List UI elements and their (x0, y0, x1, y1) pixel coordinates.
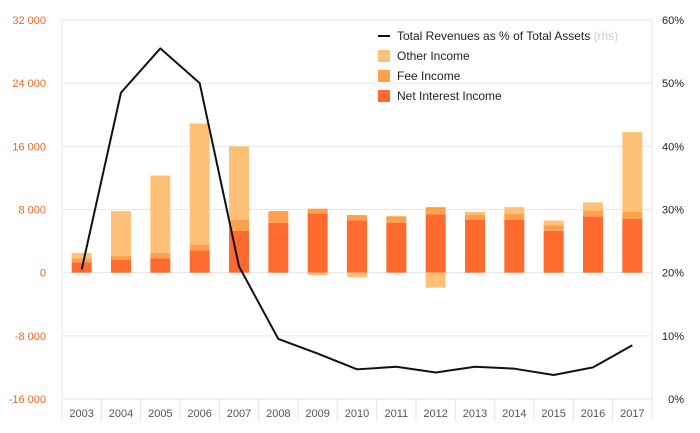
bar-net-interest-income (583, 216, 603, 273)
y-left-tick-label: 16 000 (12, 141, 46, 153)
bar-other-income (189, 123, 210, 245)
legend: Total Revenues as % of Total Assets (rhs… (378, 29, 618, 103)
bar-fee-income (307, 208, 328, 214)
y-right-tick-label: 10% (662, 331, 684, 343)
bar-fee-income (229, 219, 249, 231)
bar-fee-income (583, 210, 603, 217)
bar-fee-income (268, 211, 289, 223)
x-tick-label: 2006 (187, 408, 211, 420)
legend-swatch-box (378, 50, 390, 62)
y-right-tick-label: 0% (668, 394, 684, 406)
x-tick-label: 2007 (227, 408, 251, 420)
bar-other-income (504, 207, 525, 214)
y-left-tick-label: 24 000 (12, 78, 46, 90)
legend-label: Net Interest Income (397, 89, 502, 103)
bar-fee-income (71, 258, 92, 263)
bar-net-interest-income (347, 220, 367, 273)
bar-fee-income (189, 244, 210, 251)
y-right-tick-label: 40% (662, 141, 684, 153)
line-total-revenues-pct-assets (80, 47, 633, 376)
bar-net-interest-income (189, 250, 210, 273)
bar-other-income (347, 272, 367, 278)
bar-net-interest-income (465, 219, 485, 273)
x-tick-label: 2004 (109, 408, 133, 420)
x-tick-label: 2015 (541, 408, 565, 420)
x-tick-label: 2010 (345, 408, 369, 420)
axes-layer: 32 000 24 000 16 000 8 000 0 -8 000 -16 000 60%… (9, 15, 685, 420)
bar-other-income (543, 220, 564, 226)
x-tick-label: 2008 (266, 408, 290, 420)
y-left-tick-label: 8 000 (18, 205, 46, 217)
bar-net-interest-income (150, 258, 171, 273)
bars-layer (71, 123, 643, 288)
bar-fee-income (111, 256, 131, 261)
x-tick-label: 2005 (148, 408, 172, 420)
bar-net-interest-income (504, 219, 525, 273)
bar-other-income (307, 272, 328, 276)
y-left-tick-label: -16 000 (9, 394, 46, 406)
bar-other-income (150, 175, 171, 253)
legend-swatch-box (378, 70, 390, 82)
y-left-tick-label: -8 000 (15, 331, 46, 343)
y-right-tick-label: 60% (662, 15, 684, 27)
bar-net-interest-income (543, 230, 564, 273)
bar-fee-income (465, 214, 485, 220)
bar-other-income (111, 211, 131, 257)
bar-fee-income (347, 215, 367, 221)
bar-net-interest-income (268, 222, 289, 273)
bar-other-income (583, 202, 603, 211)
bar-fee-income (504, 213, 525, 220)
bar-fee-income (622, 211, 643, 219)
y-left-tick-label: 32 000 (12, 15, 46, 27)
legend-label: Total Revenues as % of Total Assets (rhs… (397, 29, 618, 43)
bar-other-income (622, 132, 643, 212)
bar-fee-income (150, 252, 171, 259)
y-right-tick-label: 20% (662, 268, 684, 280)
bar-other-income (465, 211, 485, 215)
bar-net-interest-income (622, 218, 643, 273)
bar-net-interest-income (425, 214, 446, 273)
x-tick-label: 2012 (423, 408, 447, 420)
bar-other-income (71, 252, 92, 259)
bar-net-interest-income (386, 222, 407, 273)
bar-net-interest-income (111, 260, 131, 273)
bar-other-income (386, 215, 407, 217)
x-tick-label: 2009 (305, 408, 329, 420)
x-tick-label: 2016 (581, 408, 605, 420)
legend-label: Fee Income (397, 69, 461, 83)
y-right-tick-label: 30% (662, 205, 684, 217)
legend-swatch-box (378, 90, 390, 102)
legend-label: Other Income (397, 49, 470, 63)
x-tick-label: 2017 (620, 408, 644, 420)
line-layer (80, 47, 633, 376)
x-tick-label: 2014 (502, 408, 526, 420)
bar-fee-income (386, 216, 407, 223)
x-tick-label: 2013 (463, 408, 487, 420)
bar-net-interest-income (307, 213, 328, 273)
x-tick-label: 2003 (69, 408, 93, 420)
bar-fee-income (425, 207, 446, 215)
y-left-tick-label: 0 (40, 268, 46, 280)
y-right-tick-label: 50% (662, 78, 684, 90)
bar-other-income (229, 146, 249, 220)
bar-fee-income (543, 225, 564, 231)
x-tick-label: 2011 (385, 408, 409, 420)
bar-other-income (425, 272, 446, 288)
